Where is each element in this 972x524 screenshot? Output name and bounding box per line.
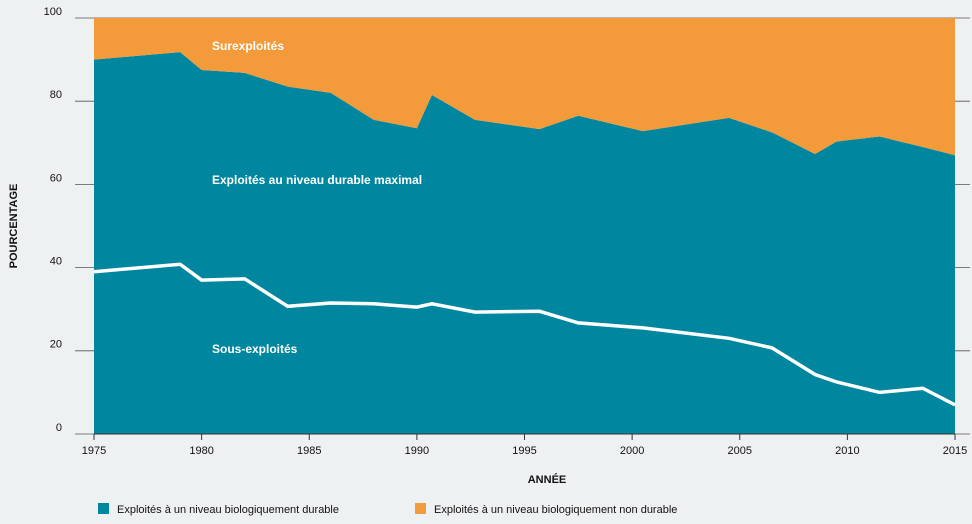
x-tick-label: 1975 [82, 445, 106, 457]
x-tick-label: 2015 [943, 445, 967, 457]
area [94, 18, 955, 156]
x-axis-label: ANNÉE [528, 473, 567, 486]
x-tick-label: 1985 [297, 445, 321, 457]
x-tick-label: 2000 [620, 445, 644, 457]
y-tick-label: 100 [44, 6, 62, 18]
x-tick-label: 2005 [728, 445, 752, 457]
legend-swatch [415, 503, 426, 514]
y-tick-label: 60 [50, 172, 62, 184]
y-tick-label: 80 [50, 89, 62, 101]
y-tick-label: 20 [50, 339, 62, 351]
x-tick-label: 1990 [405, 445, 429, 457]
y-tick-label: 0 [56, 422, 62, 434]
legend-label: Exploités à un niveau biologiquement dur… [117, 504, 339, 516]
y-axis-label: POURCENTAGE [8, 184, 20, 269]
annotation: Surexploités [212, 39, 284, 53]
x-tick-label: 1980 [189, 445, 213, 457]
divider-line [93, 262, 956, 407]
x-tick-label: 2010 [835, 445, 859, 457]
annotation: Sous-exploités [212, 342, 298, 356]
annotation: Exploités au niveau durable maximal [212, 173, 422, 187]
x-tick-label: 1995 [512, 445, 536, 457]
area [94, 52, 955, 434]
y-tick-label: 40 [50, 256, 62, 268]
legend-label: Exploités à un niveau biologiquement non… [434, 504, 677, 516]
legend-swatch [98, 503, 109, 514]
